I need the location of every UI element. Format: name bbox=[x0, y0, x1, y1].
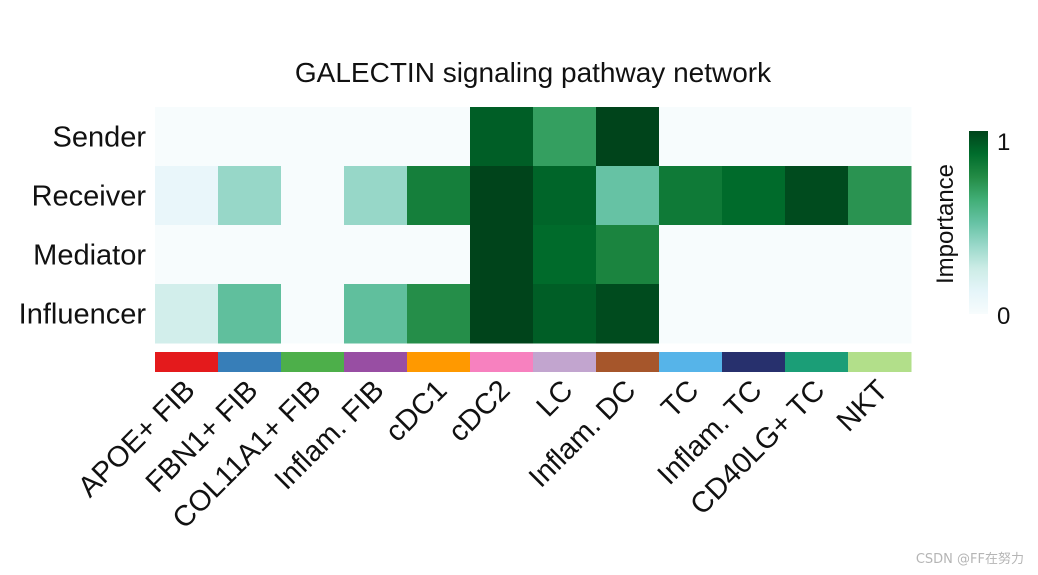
column-label: TC bbox=[655, 374, 705, 424]
heatmap-cell bbox=[218, 225, 282, 285]
column-color-swatch bbox=[848, 352, 912, 372]
heatmap-cell bbox=[596, 225, 660, 285]
heatmap-cell bbox=[218, 166, 282, 226]
heatmap-cell bbox=[470, 107, 534, 167]
heatmap-cell bbox=[344, 166, 408, 226]
column-color-swatch bbox=[470, 352, 534, 372]
column-color-swatch bbox=[281, 352, 345, 372]
heatmap-cell bbox=[722, 166, 786, 226]
colorbar-min-label: 0 bbox=[997, 303, 1010, 330]
heatmap-cell bbox=[218, 284, 282, 344]
heatmap-cell bbox=[722, 107, 786, 167]
colorbar-gradient bbox=[969, 131, 988, 314]
heatmap-cell bbox=[281, 284, 345, 344]
column-color-swatch bbox=[218, 352, 282, 372]
heatmap-cell bbox=[407, 166, 471, 226]
colorbar-title: Importance bbox=[932, 164, 959, 284]
heatmap-cell bbox=[596, 107, 660, 167]
colorbar: 1 0 Importance bbox=[932, 129, 1010, 330]
column-label: cDC2 bbox=[443, 374, 517, 448]
heatmap-cell bbox=[470, 284, 534, 344]
column-label: LC bbox=[531, 374, 580, 423]
column-color-swatch bbox=[533, 352, 597, 372]
heatmap-cell bbox=[848, 225, 912, 285]
heatmap-cell bbox=[533, 166, 597, 226]
colorbar-max-label: 1 bbox=[997, 129, 1010, 156]
column-color-swatch bbox=[407, 352, 471, 372]
heatmap-cell bbox=[155, 107, 219, 167]
heatmap-cell bbox=[659, 225, 723, 285]
chart-title: GALECTIN signaling pathway network bbox=[295, 57, 772, 88]
heatmap-cell bbox=[596, 284, 660, 344]
heatmap-cell bbox=[407, 284, 471, 344]
heatmap-cell bbox=[344, 284, 408, 344]
heatmap-cell bbox=[533, 107, 597, 167]
heatmap-cell bbox=[281, 107, 345, 167]
heatmap-cell bbox=[785, 107, 849, 167]
heatmap-cell bbox=[407, 107, 471, 167]
heatmap-cell bbox=[596, 166, 660, 226]
heatmap-cell bbox=[470, 225, 534, 285]
heatmap-cell bbox=[785, 284, 849, 344]
heatmap-cell bbox=[722, 284, 786, 344]
heatmap-cell bbox=[407, 225, 471, 285]
column-color-swatch bbox=[785, 352, 849, 372]
column-label: cDC1 bbox=[380, 374, 454, 448]
row-label: Influencer bbox=[19, 299, 147, 331]
heatmap-cell bbox=[659, 284, 723, 344]
column-color-swatch bbox=[659, 352, 723, 372]
heatmap-cell bbox=[533, 225, 597, 285]
heatmap-cell bbox=[659, 166, 723, 226]
heatmap-cell bbox=[848, 107, 912, 167]
heatmap-cell bbox=[281, 225, 345, 285]
column-color-swatch bbox=[155, 352, 219, 372]
heatmap-cell bbox=[155, 225, 219, 285]
heatmap-cell bbox=[155, 166, 219, 226]
heatmap-cell bbox=[848, 284, 912, 344]
column-color-swatch bbox=[344, 352, 408, 372]
heatmap-cell bbox=[722, 225, 786, 285]
heatmap-cell bbox=[344, 107, 408, 167]
heatmap-cell bbox=[281, 166, 345, 226]
heatmap-cell bbox=[848, 166, 912, 226]
row-label: Receiver bbox=[32, 181, 147, 213]
heatmap-cell bbox=[533, 284, 597, 344]
column-label: NKT bbox=[831, 374, 895, 438]
heatmap-cell bbox=[470, 166, 534, 226]
heatmap-cell bbox=[659, 107, 723, 167]
heatmap-cell bbox=[344, 225, 408, 285]
heatmap-cell bbox=[155, 284, 219, 344]
heatmap-cell bbox=[785, 166, 849, 226]
column-color-swatch bbox=[596, 352, 660, 372]
column-color-swatch bbox=[722, 352, 786, 372]
row-label: Mediator bbox=[33, 240, 146, 272]
heatmap-cell bbox=[218, 107, 282, 167]
watermark: CSDN @FF在努力 bbox=[915, 552, 1024, 567]
heatmap-cell bbox=[785, 225, 849, 285]
row-label: Sender bbox=[52, 122, 146, 154]
